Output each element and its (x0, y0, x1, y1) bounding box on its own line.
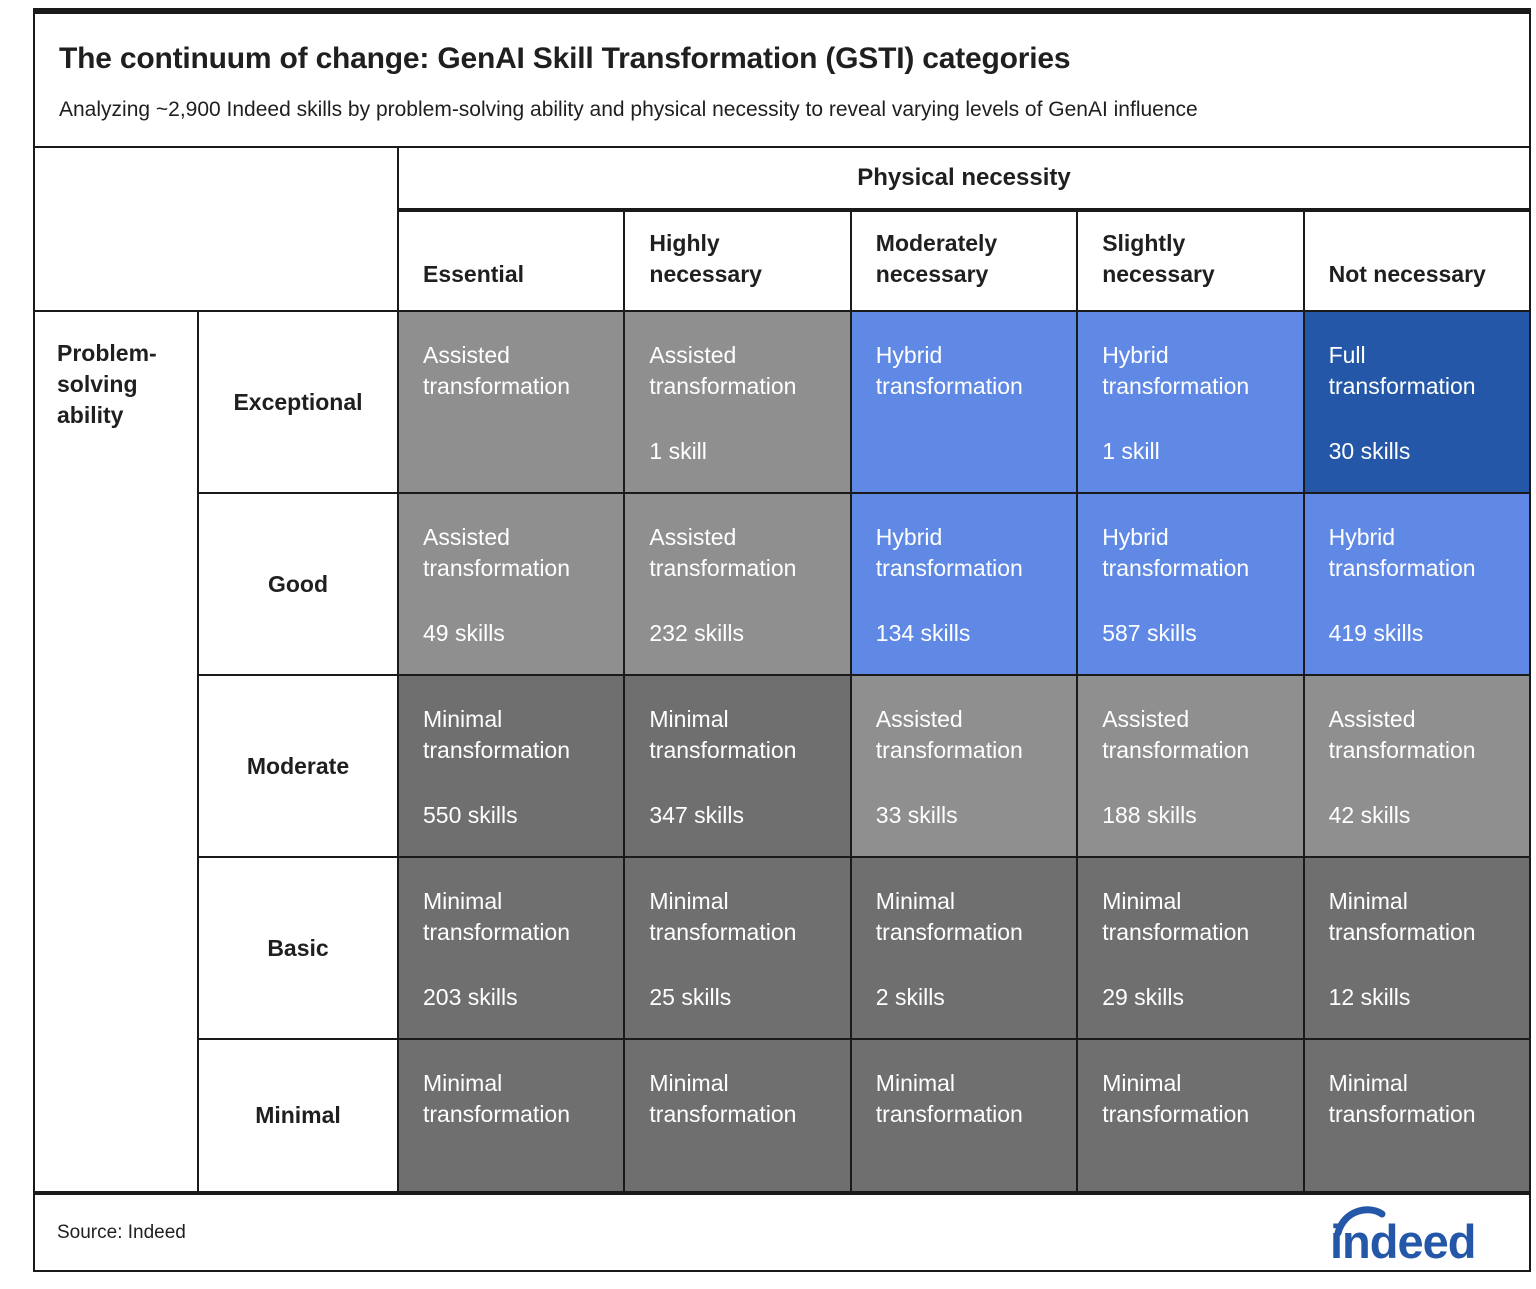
column-header-not-necessary: Not necessary (1304, 212, 1529, 310)
cell-transformation-label: Minimal transformation (649, 1070, 797, 1127)
cell-transformation-label: Minimal transformation (1102, 888, 1250, 945)
row-header-exceptional: Exceptional (199, 312, 397, 492)
cell-transformation-label: Assisted transformation (875, 706, 1023, 763)
cell-transformation-label: Assisted transformation (1328, 706, 1476, 763)
matrix-cell-minimal-2: Minimal transformation (625, 1040, 850, 1191)
cell-skill-count: 232 skills (649, 620, 744, 646)
cell-skill-count: 2 skills (875, 984, 945, 1010)
cell-transformation-label: Minimal transformation (875, 1070, 1023, 1127)
row-header-moderate: Moderate (199, 676, 397, 856)
matrix-cell-moderate-4: Assisted transformation 188 skills (1078, 676, 1303, 856)
cell-transformation-label: Hybrid transformation (1102, 342, 1250, 399)
cell-skill-count: 12 skills (1328, 984, 1411, 1010)
cell-skill-count: 203 skills (423, 984, 518, 1010)
matrix-cell-moderate-5: Assisted transformation 42 skills (1304, 676, 1529, 856)
matrix-cell-exceptional-2: Assisted transformation 1 skill (625, 312, 850, 492)
cell-transformation-label: Assisted transformation (649, 342, 797, 399)
title-block: The continuum of change: GenAI Skill Tra… (35, 14, 1529, 148)
cell-transformation-label: Minimal transformation (423, 888, 571, 945)
chart-title: The continuum of change: GenAI Skill Tra… (59, 42, 1071, 75)
chart-subtitle: Analyzing ~2,900 Indeed skills by proble… (59, 98, 1198, 121)
cell-transformation-label: Minimal transformation (649, 888, 797, 945)
gsti-matrix: Physical necessity Essential Highly nece… (35, 148, 1529, 1191)
cell-skill-count: 1 skill (649, 438, 707, 464)
indeed-logo: indeed (1330, 1205, 1476, 1265)
indeed-logo-arc-icon (1334, 1205, 1386, 1236)
matrix-cell-minimal-1: Minimal transformation (399, 1040, 624, 1191)
cell-transformation-label: Hybrid transformation (1328, 524, 1476, 581)
row-header-minimal: Minimal (199, 1040, 397, 1191)
gsti-figure: The continuum of change: GenAI Skill Tra… (33, 8, 1531, 1272)
cell-skill-count: 33 skills (875, 802, 958, 828)
matrix-cell-minimal-4: Minimal transformation (1078, 1040, 1303, 1191)
footer: Source: Indeed indeed (35, 1191, 1529, 1270)
cell-skill-count: 25 skills (649, 984, 732, 1010)
cell-skill-count: 550 skills (423, 802, 518, 828)
matrix-cell-basic-3: Minimal transformation 2 skills (851, 858, 1077, 1038)
matrix-cell-good-3: Hybrid transformation 134 skills (851, 494, 1077, 674)
matrix-cell-moderate-1: Minimal transformation 550 skills (399, 676, 624, 856)
row-group-header: Problem-solving ability (35, 312, 197, 1191)
matrix-cell-basic-4: Minimal transformation 29 skills (1078, 858, 1303, 1038)
matrix-cell-minimal-3: Minimal transformation (851, 1040, 1077, 1191)
indeed-logo-wordmark: indeed (1330, 1215, 1475, 1265)
cell-transformation-label: Minimal transformation (1328, 888, 1476, 945)
matrix-cell-moderate-2: Minimal transformation 347 skills (625, 676, 850, 856)
cell-skill-count: 30 skills (1328, 438, 1411, 464)
column-header-essential: Essential (399, 212, 624, 310)
matrix-cell-exceptional-5: Full transformation 30 skills (1304, 312, 1529, 492)
cell-transformation-label: Minimal transformation (649, 706, 797, 763)
cell-transformation-label: Minimal transformation (875, 888, 1023, 945)
cell-skill-count: 134 skills (875, 620, 971, 646)
source-text: Source: Indeed (57, 1221, 186, 1243)
cell-transformation-label: Assisted transformation (649, 524, 797, 581)
matrix-cell-basic-1: Minimal transformation 203 skills (399, 858, 624, 1038)
cell-skill-count: 347 skills (649, 802, 744, 828)
column-group-header: Physical necessity (399, 148, 1529, 210)
row-header-basic: Basic (199, 858, 397, 1038)
cell-transformation-label: Minimal transformation (1102, 1070, 1250, 1127)
row-header-good: Good (199, 494, 397, 674)
matrix-cell-basic-2: Minimal transformation 25 skills (625, 858, 850, 1038)
cell-transformation-label: Minimal transformation (423, 706, 571, 763)
cell-transformation-label: Hybrid transformation (875, 524, 1023, 581)
matrix-cell-good-1: Assisted transformation 49 skills (399, 494, 624, 674)
column-header-slightly-necessary: Slightly necessary (1078, 212, 1303, 310)
column-header-highly-necessary: Highly necessary (625, 212, 850, 310)
cell-skill-count: 419 skills (1328, 620, 1424, 646)
matrix-cell-exceptional-1: Assisted transformation (399, 312, 624, 492)
cell-skill-count: 1 skill (1102, 438, 1160, 464)
cell-transformation-label: Assisted transformation (423, 342, 571, 399)
matrix-cell-good-2: Assisted transformation 232 skills (625, 494, 850, 674)
cell-transformation-label: Assisted transformation (423, 524, 571, 581)
matrix-cell-good-4: Hybrid transformation 587 skills (1078, 494, 1303, 674)
cell-skill-count: 188 skills (1102, 802, 1197, 828)
matrix-cell-minimal-5: Minimal transformation (1304, 1040, 1529, 1191)
cell-skill-count: 29 skills (1102, 984, 1184, 1010)
cell-skill-count: 587 skills (1102, 620, 1197, 646)
cell-transformation-label: Hybrid transformation (1102, 524, 1250, 581)
cell-transformation-label: Minimal transformation (1328, 1070, 1476, 1127)
matrix-cell-basic-5: Minimal transformation 12 skills (1304, 858, 1529, 1038)
matrix-cell-moderate-3: Assisted transformation 33 skills (851, 676, 1077, 856)
cell-transformation-label: Minimal transformation (423, 1070, 571, 1127)
cell-transformation-label: Hybrid transformation (875, 342, 1023, 399)
matrix-cell-exceptional-3: Hybrid transformation (851, 312, 1077, 492)
matrix-cell-exceptional-4: Hybrid transformation 1 skill (1078, 312, 1303, 492)
matrix-cell-good-5: Hybrid transformation 419 skills (1304, 494, 1529, 674)
column-header-moderately-necessary: Moderately necessary (851, 212, 1077, 310)
cell-skill-count: 49 skills (423, 620, 505, 646)
cell-skill-count: 42 skills (1328, 802, 1411, 828)
matrix-corner-spacer (35, 148, 397, 310)
cell-transformation-label: Assisted transformation (1102, 706, 1250, 763)
cell-transformation-label: Full transformation (1328, 342, 1476, 399)
